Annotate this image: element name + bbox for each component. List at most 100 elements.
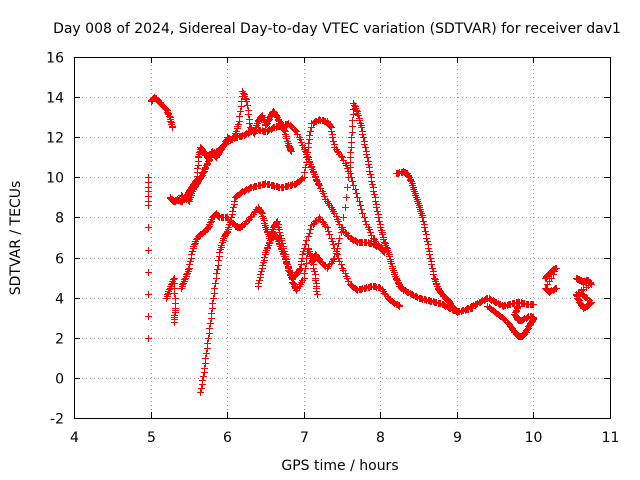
data-point <box>307 226 314 233</box>
data-point <box>287 147 294 154</box>
plot-frame <box>74 57 611 419</box>
y-tick-label: 10 <box>46 171 64 187</box>
data-point <box>344 165 351 172</box>
series-trace-f <box>308 100 537 316</box>
data-point <box>441 302 448 309</box>
data-point <box>321 193 328 200</box>
data-point <box>237 108 244 115</box>
data-point <box>340 214 347 221</box>
series-trace-a <box>148 94 176 131</box>
data-point <box>329 134 336 141</box>
data-point <box>321 262 328 269</box>
x-axis-label: GPS time / hours <box>281 458 398 474</box>
data-point <box>297 136 304 143</box>
data-point <box>530 301 537 308</box>
series-trace-k <box>542 265 560 296</box>
data-point <box>353 238 360 245</box>
data-point <box>424 238 431 245</box>
data-point <box>240 90 247 97</box>
data-point <box>245 111 252 118</box>
data-point <box>276 229 283 236</box>
data-point <box>339 154 346 161</box>
data-point <box>225 224 232 231</box>
data-point <box>362 144 369 151</box>
data-point <box>381 290 388 297</box>
y-tick-label: 4 <box>55 292 64 308</box>
data-point <box>302 164 309 171</box>
data-point <box>215 213 222 220</box>
data-point <box>216 249 223 256</box>
data-point <box>198 385 205 392</box>
data-point <box>367 171 374 178</box>
data-point <box>338 229 345 236</box>
data-point <box>293 128 300 135</box>
series-trace-g <box>393 168 476 316</box>
data-point <box>145 202 152 209</box>
data-point <box>372 198 379 205</box>
data-point <box>314 291 321 298</box>
data-point <box>205 335 212 342</box>
data-point <box>304 149 311 156</box>
data-point <box>206 325 213 332</box>
data-point <box>213 270 220 277</box>
data-point <box>356 117 363 124</box>
chart-title: Day 008 of 2024, Sidereal Day-to-day VTE… <box>53 21 621 37</box>
y-tick-label: 12 <box>46 131 64 147</box>
data-point <box>258 268 265 275</box>
data-point <box>431 275 438 282</box>
y-tick-label: 6 <box>55 252 64 268</box>
data-point <box>242 187 249 194</box>
data-point <box>336 235 343 242</box>
data-point <box>349 236 356 243</box>
data-point <box>325 228 332 235</box>
data-point <box>283 135 290 142</box>
data-point <box>583 294 590 301</box>
data-point <box>374 208 381 215</box>
y-tick-label: 0 <box>55 372 64 388</box>
data-point <box>199 377 206 384</box>
data-point <box>361 141 368 148</box>
data-point <box>302 241 309 248</box>
data-point <box>164 291 171 298</box>
data-point <box>288 148 295 155</box>
data-point <box>281 127 288 134</box>
data-point <box>244 102 251 109</box>
data-point <box>208 310 215 317</box>
data-point <box>296 266 303 273</box>
data-point <box>469 305 476 312</box>
data-point <box>205 224 212 231</box>
data-point <box>328 235 335 242</box>
data-point <box>215 257 222 264</box>
data-point <box>238 133 245 140</box>
data-point <box>207 320 214 327</box>
data-point <box>550 271 557 278</box>
data-point <box>185 266 192 273</box>
data-point <box>238 189 245 196</box>
y-tick-label: 14 <box>46 91 64 107</box>
data-point <box>349 178 356 185</box>
data-point <box>364 154 371 161</box>
data-point <box>375 214 382 221</box>
data-point <box>349 117 356 124</box>
data-point <box>370 188 377 195</box>
data-point <box>315 181 322 188</box>
data-point <box>423 235 430 242</box>
data-point <box>306 230 313 237</box>
data-point <box>381 239 388 246</box>
data-point <box>515 303 522 310</box>
grid-lines <box>74 57 611 419</box>
data-point <box>345 174 352 181</box>
data-point <box>298 258 305 265</box>
data-point <box>312 277 319 284</box>
data-point <box>260 116 267 123</box>
data-point <box>202 355 209 362</box>
data-point <box>418 295 425 302</box>
data-point <box>200 169 207 176</box>
data-point <box>355 112 362 119</box>
data-point <box>379 231 386 238</box>
data-point <box>396 303 403 310</box>
data-point <box>171 319 178 326</box>
data-point <box>349 123 356 130</box>
data-point <box>261 254 268 261</box>
data-point <box>211 285 218 292</box>
